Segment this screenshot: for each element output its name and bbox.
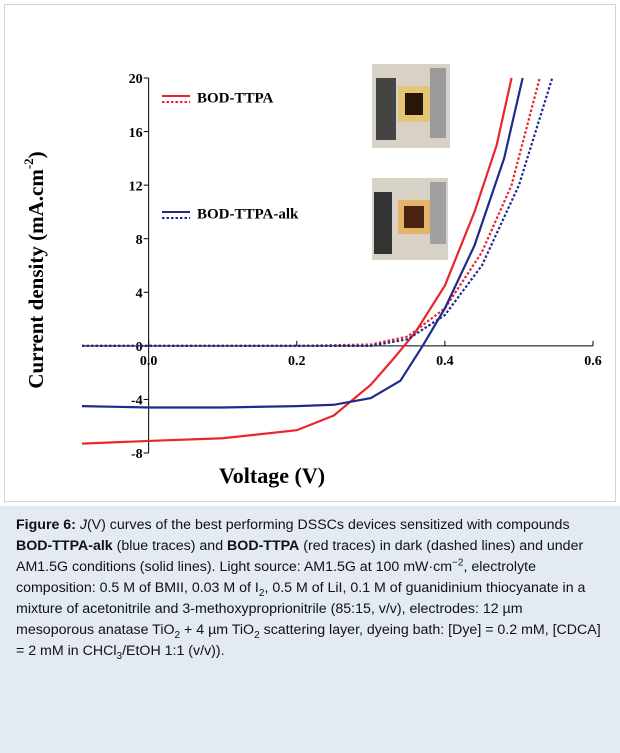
y-tick-label: -4: [131, 394, 143, 409]
y-axis-label-sup: -2: [21, 158, 36, 169]
curve: [81, 77, 513, 445]
figure: [4, 4, 616, 502]
y-axis-label-text: Current density (mA.cm: [24, 169, 48, 389]
y-tick-label: 16: [129, 126, 143, 141]
y-tick-label: 8: [136, 233, 143, 248]
caption: Figure 6: J(V) curves of the best perfor…: [0, 506, 620, 753]
chart: Voltage (V) Current density (mA.cm-2) -8…: [21, 64, 602, 488]
caption-run: (V) curves of the best performing DSSCs …: [86, 517, 570, 533]
caption-run: 2: [258, 587, 265, 599]
curve: [81, 77, 524, 409]
caption-run: BOD-TTPA-alk: [16, 538, 113, 554]
caption-run: (blue traces) and: [112, 538, 228, 554]
y-tick-label: 0: [136, 340, 143, 355]
caption-run: 2: [254, 629, 260, 641]
y-axis-label-end: ): [24, 151, 48, 158]
y-tick-label: 4: [136, 287, 143, 302]
caption-run: −2: [452, 557, 464, 569]
curve: [82, 77, 554, 347]
caption-run: BOD-TTPA: [227, 538, 300, 554]
caption-run: + 4 µm TiO: [180, 622, 255, 638]
x-tick-label: 0.4: [436, 354, 454, 369]
legend-label: BOD-TTPA-alk: [197, 206, 299, 222]
caption-run: /EtOH 1:1 (v/v)).: [122, 643, 225, 659]
y-tick-label: -8: [131, 447, 143, 462]
y-axis-label: Current density (mA.cm-2): [21, 151, 48, 388]
x-axis-label: Voltage (V): [219, 463, 325, 488]
photo: [372, 64, 450, 260]
x-tick-label: 0.2: [288, 354, 306, 369]
x-tick-label: 0.6: [584, 354, 602, 369]
y-tick-label: 20: [129, 72, 143, 87]
curve: [82, 77, 541, 347]
caption-run: 2: [174, 629, 181, 641]
legend-label: BOD-TTPA: [197, 90, 274, 106]
caption-run: J: [79, 517, 87, 533]
caption-run: 3: [116, 650, 123, 662]
caption-run: (red traces) in dark (dashed lines) and …: [16, 538, 584, 575]
y-tick-label: 12: [129, 179, 143, 194]
caption-run: , electrolyte composition: 0.5 M of BMII…: [16, 559, 536, 596]
caption-run: Figure 6:: [16, 517, 80, 533]
caption-run: , 0.5 M of LiI, 0.1 M of guanidinium thi…: [16, 580, 586, 638]
x-tick-label: 0.0: [140, 354, 158, 369]
caption-run: scattering layer, dyeing bath: [Dye] = 0…: [16, 622, 601, 659]
